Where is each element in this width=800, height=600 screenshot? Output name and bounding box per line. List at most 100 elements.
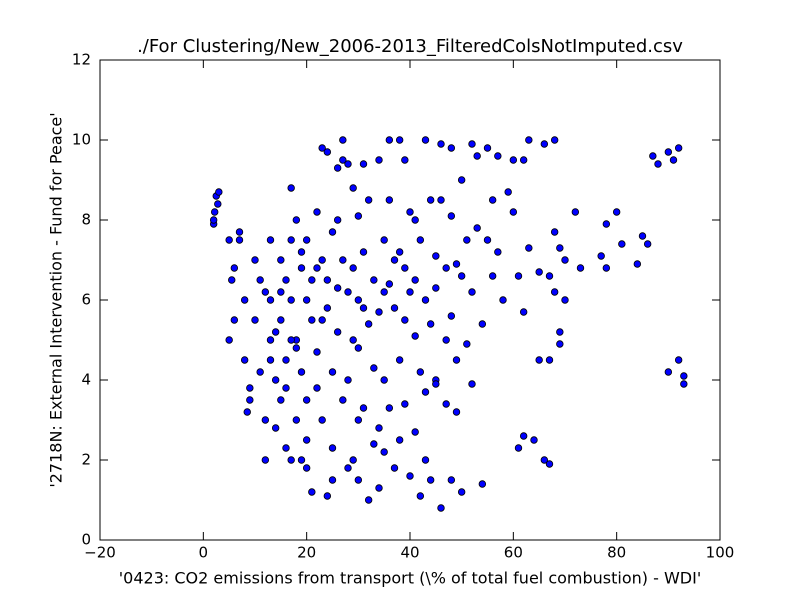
point (545, 272, 554, 280)
point (669, 156, 678, 164)
point (375, 484, 383, 492)
point (473, 152, 481, 160)
point (411, 428, 419, 436)
point (447, 476, 456, 484)
point (401, 156, 409, 164)
point (494, 152, 502, 160)
point (297, 248, 306, 256)
point (478, 320, 487, 328)
point (256, 276, 264, 284)
point (390, 304, 399, 312)
point (313, 384, 321, 392)
point (406, 472, 414, 480)
point (540, 456, 549, 464)
point (354, 416, 363, 424)
point (390, 256, 399, 264)
point (364, 196, 373, 204)
point (468, 140, 476, 148)
point (411, 276, 419, 284)
y-tick-label: 2 (81, 451, 91, 469)
point (349, 456, 357, 464)
point (375, 424, 383, 432)
point (308, 276, 316, 284)
point (416, 236, 425, 244)
point (292, 416, 301, 424)
point (550, 136, 559, 144)
x-tick-label: 0 (199, 544, 209, 562)
point (243, 408, 251, 416)
point (344, 160, 352, 168)
point (287, 456, 295, 464)
point (313, 348, 321, 356)
point (277, 288, 285, 296)
point (633, 260, 642, 268)
point (452, 260, 461, 268)
point (649, 152, 657, 160)
point (664, 148, 673, 156)
point (488, 196, 497, 204)
point (277, 316, 285, 324)
point (271, 424, 280, 432)
point (282, 356, 290, 364)
point (674, 356, 683, 364)
point (230, 264, 239, 272)
point (680, 372, 688, 380)
point (261, 456, 270, 464)
point (442, 336, 450, 344)
point (302, 464, 311, 472)
point (364, 320, 373, 328)
point (359, 160, 368, 168)
point (354, 476, 363, 484)
point (375, 156, 383, 164)
point (550, 228, 559, 236)
point (318, 316, 326, 324)
point (271, 328, 280, 336)
point (323, 276, 332, 284)
point (313, 264, 321, 272)
point (277, 256, 285, 264)
point (426, 476, 435, 484)
point (597, 252, 605, 260)
point (406, 208, 414, 216)
point (261, 288, 270, 296)
point (545, 460, 554, 468)
point (535, 268, 543, 276)
point (256, 368, 264, 376)
point (468, 288, 476, 296)
point (349, 184, 357, 192)
x-tick-label: 100 (706, 544, 735, 562)
point (442, 264, 450, 272)
point (235, 236, 244, 244)
point (483, 236, 492, 244)
point (359, 304, 368, 312)
point (447, 312, 456, 320)
point (380, 288, 388, 296)
point (323, 304, 332, 312)
point (380, 236, 388, 244)
point (323, 148, 332, 156)
point (416, 492, 425, 500)
point (333, 284, 342, 292)
point (318, 416, 326, 424)
y-tick-label: 12 (72, 51, 91, 69)
point (287, 236, 295, 244)
point (385, 404, 394, 412)
point (344, 464, 352, 472)
point (328, 228, 337, 236)
point (385, 136, 394, 144)
x-tick-label: −20 (84, 544, 116, 562)
point (266, 336, 275, 344)
point (483, 144, 492, 152)
point (370, 364, 378, 372)
point (468, 380, 476, 388)
point (421, 388, 430, 396)
point (318, 256, 326, 264)
point (499, 296, 507, 304)
point (571, 208, 580, 216)
point (509, 208, 518, 216)
point (406, 288, 414, 296)
point (525, 136, 533, 144)
point (411, 332, 419, 340)
point (354, 344, 363, 352)
